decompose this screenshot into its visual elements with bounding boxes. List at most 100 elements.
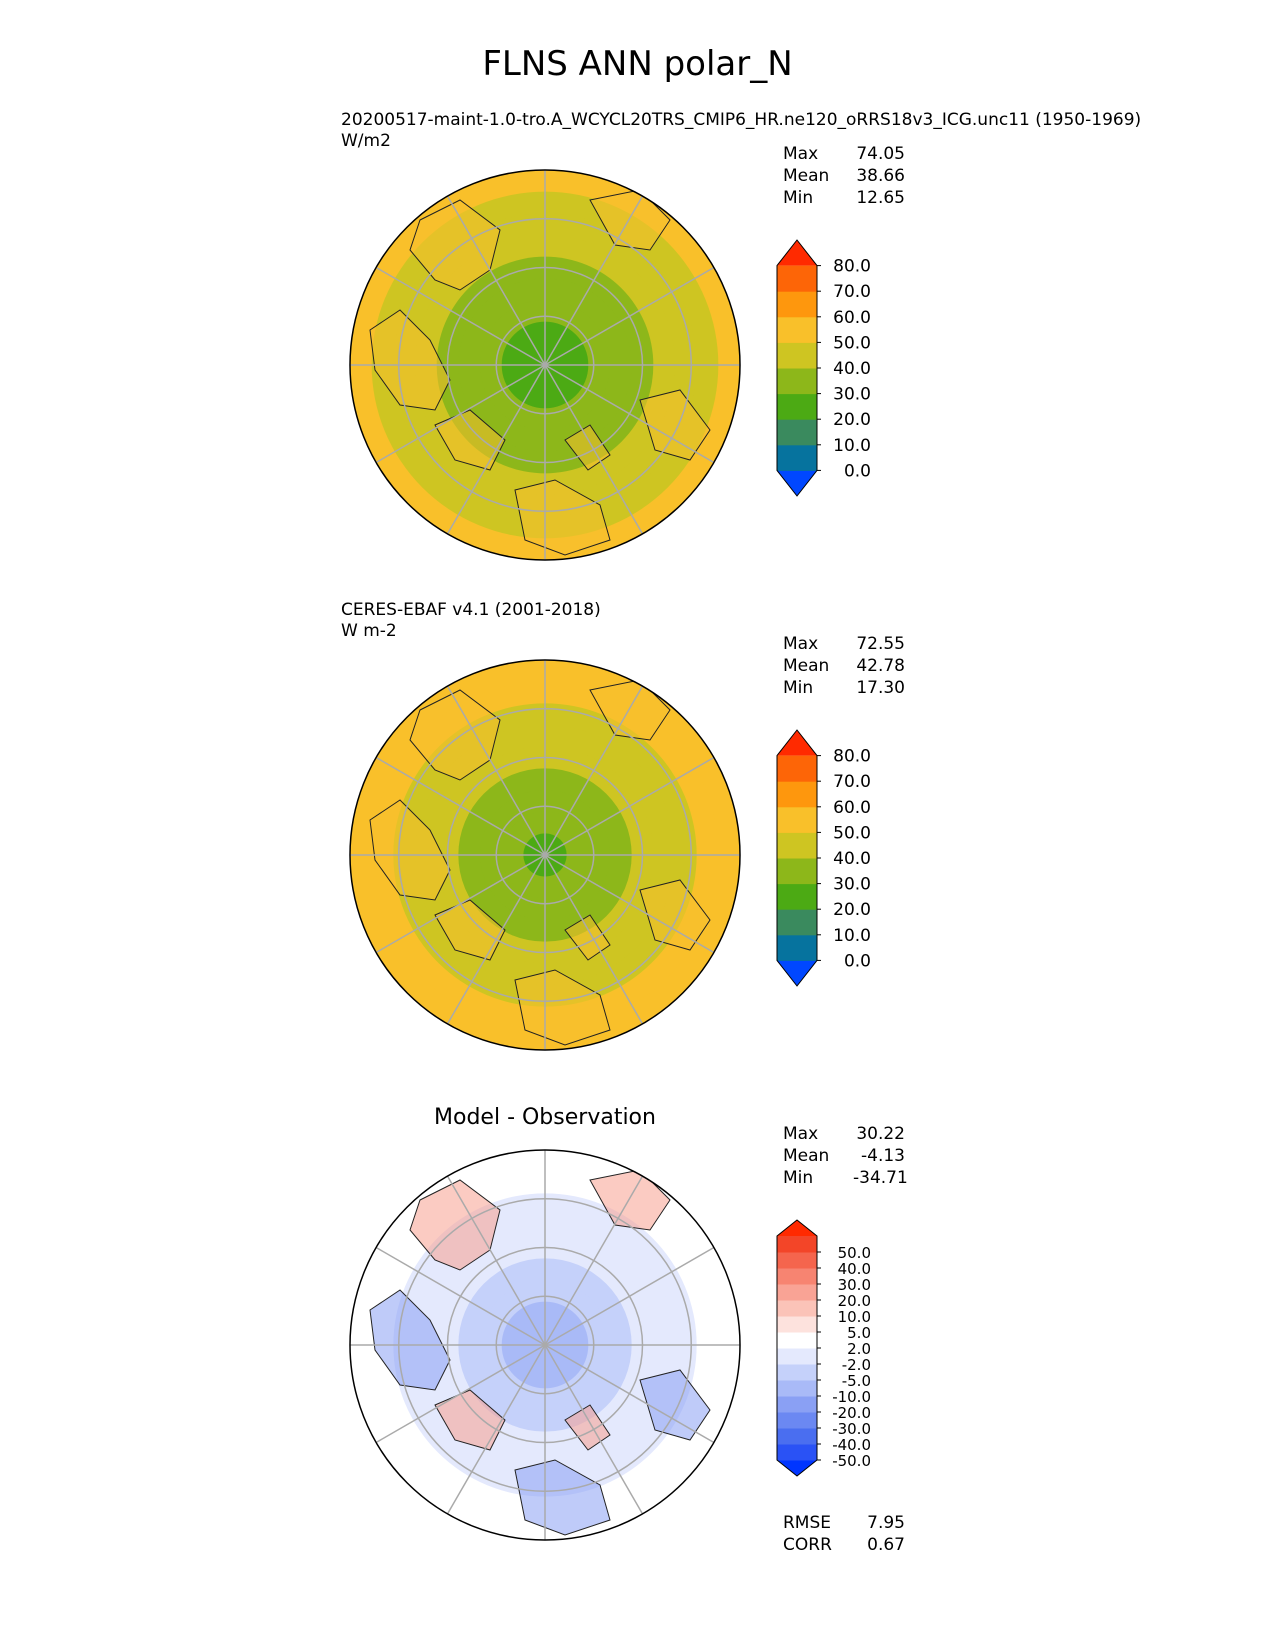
colorbar-extend-min (777, 1460, 817, 1476)
colorbar-tick-label: 2.0 (847, 1340, 871, 1358)
meridian-line (446, 1344, 546, 1515)
colorbar-segment (777, 1364, 817, 1381)
meridian-line (446, 1175, 546, 1346)
panel-1-case-name: 20200517-maint-1.0-tro.A_WCYCL20TRS_CMIP… (341, 110, 1142, 130)
panel-1-title: 20200517-maint-1.0-tro.A_WCYCL20TRS_CMIP… (341, 110, 1141, 152)
coastline (369, 799, 451, 901)
coastline (514, 969, 611, 1046)
colorbar-tick-label: 50.0 (838, 1244, 871, 1262)
corr-value: 0.67 (867, 1535, 905, 1555)
stat-max-value: 74.05 (856, 144, 905, 164)
colorbar-tick-label: 20.0 (838, 1292, 871, 1310)
stat-max-value: 30.22 (856, 1124, 905, 1144)
panel-2-stats: Max 72.55 Mean 42.78 Min 17.30 (783, 633, 905, 699)
colorbar-tick-label: 60.0 (833, 798, 871, 818)
stat-min-value: 12.65 (856, 188, 905, 208)
panel-2-polar-map (349, 659, 741, 1051)
colorbar-segment (777, 1300, 817, 1317)
meridian-line (446, 195, 546, 366)
meridian-line (375, 364, 546, 464)
meridian-line (375, 756, 546, 856)
corr-label: CORR (783, 1535, 832, 1555)
coastline (589, 1169, 671, 1231)
coastline (639, 389, 711, 461)
meridian-line (375, 1344, 546, 1444)
meridian-line (544, 756, 715, 856)
rmse-value: 7.95 (867, 1513, 905, 1533)
stat-min-label: Min (783, 1168, 814, 1188)
colorbar-tick-label: 20.0 (833, 410, 871, 430)
meridian-line (544, 1246, 715, 1346)
colorbar-tick-label: 30.0 (833, 385, 871, 405)
meridian-line (446, 364, 546, 535)
coastline (639, 879, 711, 951)
map-boundary (349, 659, 741, 1051)
colorbar-tick-label: 50.0 (833, 823, 871, 843)
stat-mean-label: Mean (783, 656, 830, 676)
colorbar-segment (777, 1348, 817, 1365)
colorbar-segment (777, 781, 817, 808)
meridian-line (544, 1344, 644, 1515)
colorbar-extend-max (777, 240, 817, 266)
map-field (350, 1150, 740, 1540)
colorbar-segment (777, 1396, 817, 1413)
colorbar-segment (777, 832, 817, 859)
panel-1-colorbar: 0.0 10.0 20.0 30.0 40.0 50.0 60.0 70.0 80.0 (776, 239, 871, 497)
panel-2-colorbar: 0.0 10.0 20.0 30.0 40.0 50.0 60.0 70.0 80.0 (776, 729, 871, 987)
colorbar-tick-label: 80.0 (833, 747, 871, 767)
colorbar-tick-label: 60.0 (833, 308, 871, 328)
colorbar-tick-label: -20.0 (832, 1404, 871, 1422)
colorbar-segment (777, 1332, 817, 1349)
map-boundary (349, 1149, 741, 1541)
colorbar-tick-label: -2.0 (842, 1356, 871, 1374)
colorbar-tick-label: 40.0 (838, 1260, 871, 1278)
meridian-line (544, 195, 644, 366)
colorbar-segment (777, 1380, 817, 1397)
colorbar-segment (777, 858, 817, 885)
panel-3-stats: Max 30.22 Mean -4.13 Min -34.71 (783, 1123, 908, 1189)
colorbar-segment (777, 909, 817, 936)
panel-1-polar-map (349, 169, 741, 561)
stat-max-label: Max (783, 144, 819, 164)
colorbar-extend-max (777, 730, 817, 756)
meridian-line (544, 1175, 644, 1346)
panel-2-title: CERES-EBAF v4.1 (2001-2018) W m-2 (341, 600, 601, 642)
meridian-line (446, 685, 546, 856)
colorbar-tick-label: 80.0 (833, 257, 871, 277)
coastline (639, 1369, 711, 1441)
colorbar-segment (777, 419, 817, 446)
colorbar-tick-label: -10.0 (832, 1388, 871, 1406)
colorbar-tick-label: -40.0 (832, 1436, 871, 1454)
meridian-line (544, 1344, 715, 1444)
colorbar-tick-label: 30.0 (833, 875, 871, 895)
colorbar-extend-min (777, 470, 817, 496)
colorbar-tick-label: 40.0 (833, 359, 871, 379)
meridian-line (446, 854, 546, 1025)
coastline (409, 689, 501, 781)
colorbar-segment (777, 368, 817, 395)
colorbar-tick-label: -50.0 (832, 1452, 871, 1470)
coastline (369, 309, 451, 411)
diff-metrics: RMSE 7.95 CORR 0.67 (783, 1512, 905, 1556)
map-boundary (349, 169, 741, 561)
coastline (369, 1289, 451, 1391)
panel-3-polar-map (349, 1149, 741, 1541)
colorbar-segment (777, 755, 817, 782)
colorbar-segment (777, 806, 817, 833)
colorbar-tick-label: 40.0 (833, 849, 871, 869)
colorbar-segment (777, 1412, 817, 1429)
rmse-label: RMSE (783, 1513, 832, 1533)
colorbar-tick-label: 70.0 (833, 282, 871, 302)
colorbar-tick-label: 70.0 (833, 772, 871, 792)
meridian-line (375, 854, 546, 954)
colorbar-extend-max (777, 1220, 817, 1236)
colorbar-segment (777, 1444, 817, 1461)
stat-mean-label: Mean (783, 166, 830, 186)
stat-mean-value: -4.13 (861, 1146, 905, 1166)
colorbar-segment (777, 883, 817, 910)
colorbar-tick-label: 20.0 (833, 900, 871, 920)
colorbar-segment (777, 1428, 817, 1445)
meridian-line (375, 266, 546, 366)
panel-3-colorbar: -50.0-40.0-30.0-20.0-10.0-5.0-2.02.05.01… (776, 1219, 871, 1477)
colorbar-tick-label: -30.0 (832, 1420, 871, 1438)
